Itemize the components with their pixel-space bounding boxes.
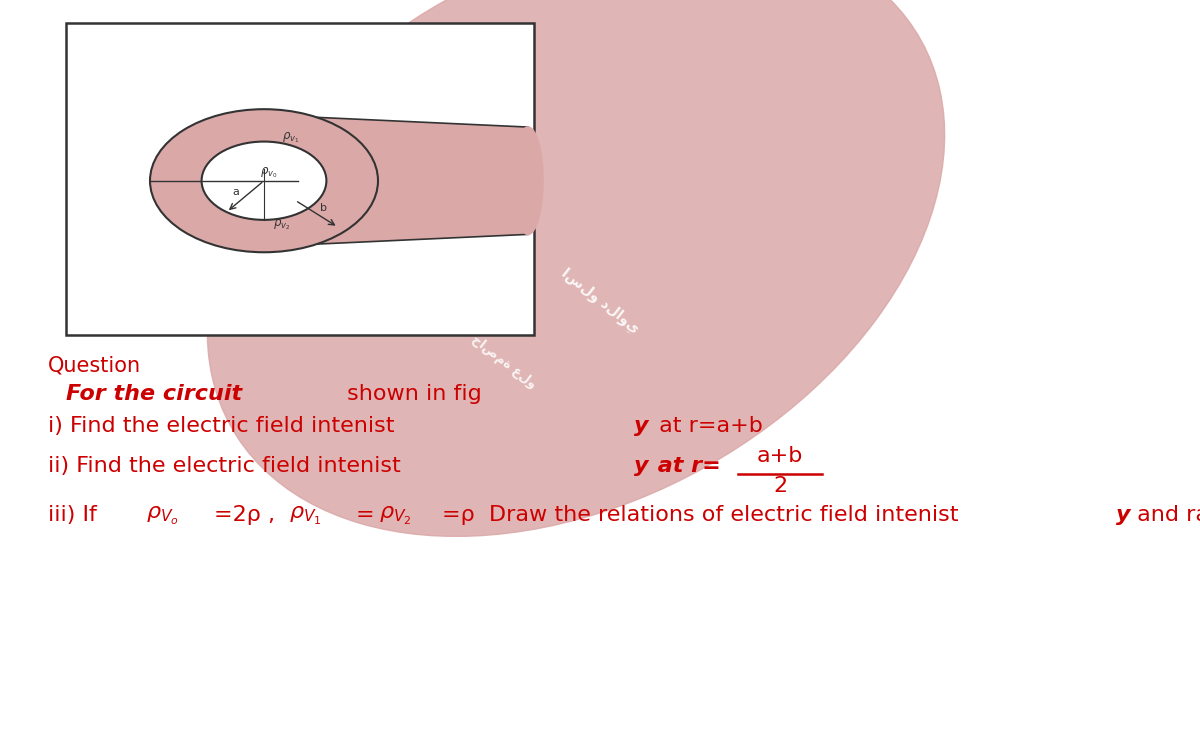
Text: =ρ  Draw the relations of electric field intenist: =ρ Draw the relations of electric field … [442, 505, 958, 525]
Circle shape [150, 109, 378, 252]
Ellipse shape [208, 0, 944, 536]
Text: اسلو دلاوي: اسلو دلاوي [558, 266, 642, 337]
Ellipse shape [514, 127, 542, 234]
Text: For the circuit: For the circuit [66, 384, 242, 404]
Text: =2ρ ,: =2ρ , [214, 505, 275, 525]
Text: iii) If: iii) If [48, 505, 104, 525]
Text: $\rho_{v_1}$: $\rho_{v_1}$ [282, 130, 299, 145]
Text: $\rho_{V_2}$: $\rho_{V_2}$ [379, 505, 412, 526]
Text: a+b: a+b [757, 446, 803, 466]
Text: shown in fig: shown in fig [340, 384, 481, 404]
Text: $\rho_{v_2}$: $\rho_{v_2}$ [274, 218, 290, 233]
Text: 2: 2 [773, 476, 787, 496]
Text: =: = [355, 505, 374, 525]
Text: i) Find the electric field intenist: i) Find the electric field intenist [48, 416, 395, 436]
Text: a: a [233, 187, 239, 197]
Text: at r=: at r= [650, 456, 721, 476]
Polygon shape [264, 115, 528, 246]
Text: b: b [319, 203, 326, 213]
Text: y: y [634, 416, 648, 436]
Text: Question: Question [48, 355, 142, 376]
Text: y: y [634, 456, 648, 476]
Text: $\rho_{v_0}$: $\rho_{v_0}$ [260, 166, 277, 181]
Text: حاصمة علو: حاصمة علو [469, 332, 539, 391]
Text: $\rho_{V_o}$: $\rho_{V_o}$ [146, 505, 179, 526]
Circle shape [202, 142, 326, 220]
Text: y: y [1116, 505, 1130, 525]
Text: and radius: and radius [1130, 505, 1200, 525]
Text: ii) Find the electric field intenist: ii) Find the electric field intenist [48, 456, 401, 476]
Text: at r=a+b: at r=a+b [652, 416, 762, 436]
Text: $\rho_{V_1}$: $\rho_{V_1}$ [289, 505, 322, 526]
Bar [66, 23, 534, 335]
